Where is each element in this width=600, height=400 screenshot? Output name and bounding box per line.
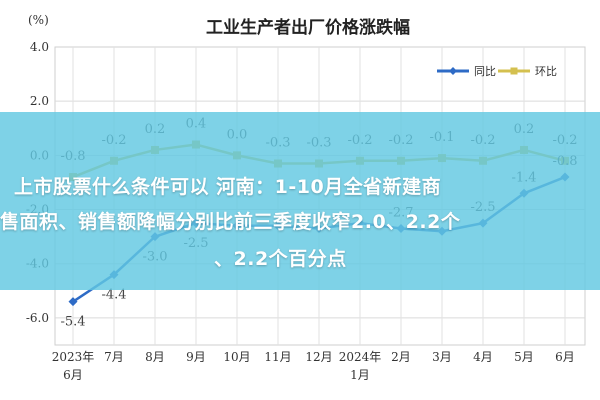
x-tick-label: 1月 [350,368,370,382]
data-point [68,297,78,307]
x-tick-label: 11月 [264,350,291,364]
data-label: -4.4 [101,288,126,303]
legend-marker [449,67,457,75]
x-tick-label: 2023年 [52,350,95,364]
overlay-headline-line-2[interactable]: 售面积、销售额降幅分别比前三季度收窄2.0、2.2个 [0,211,461,233]
x-tick-label: 5月 [514,350,534,364]
legend: 同比 环比 [437,65,557,78]
x-tick-label: 2024年 [339,350,382,364]
y-axis-label: (%) [28,13,49,27]
legend-marker [510,67,518,75]
x-tick-label: 12月 [305,350,332,364]
chart-title: 工业生产者出厂价格涨跌幅 [206,17,410,38]
x-tick-label: 6月 [63,368,83,382]
legend-label: 同比 [474,65,496,78]
data-label: -5.4 [60,315,85,330]
y-tick-label: -6.0 [26,311,49,325]
overlay-headline-line-1[interactable]: 上市股票什么条件可以 河南：1-10月全省新建商 [14,176,442,198]
x-tick-label: 2月 [391,350,411,364]
overlay-banner [0,112,600,290]
x-tick-label: 4月 [473,350,493,364]
x-tick-label: 10月 [223,350,250,364]
x-tick-label: 6月 [555,350,575,364]
x-tick-label: 7月 [104,350,124,364]
x-tick-label: 9月 [186,350,206,364]
x-axis: 2023年 6月 7月 8月 9月 10月 11月 12月 2024年 1月 2月 3月 4月 5月 6月 [52,350,575,382]
y-tick-label: 2.0 [30,94,49,108]
overlay-headline-line-3[interactable]: 、2.2个百分点 [214,248,347,270]
y-tick-label: 4.0 [30,40,49,54]
legend-label: 环比 [535,65,557,78]
x-tick-label: 8月 [145,350,165,364]
x-tick-label: 3月 [432,350,452,364]
